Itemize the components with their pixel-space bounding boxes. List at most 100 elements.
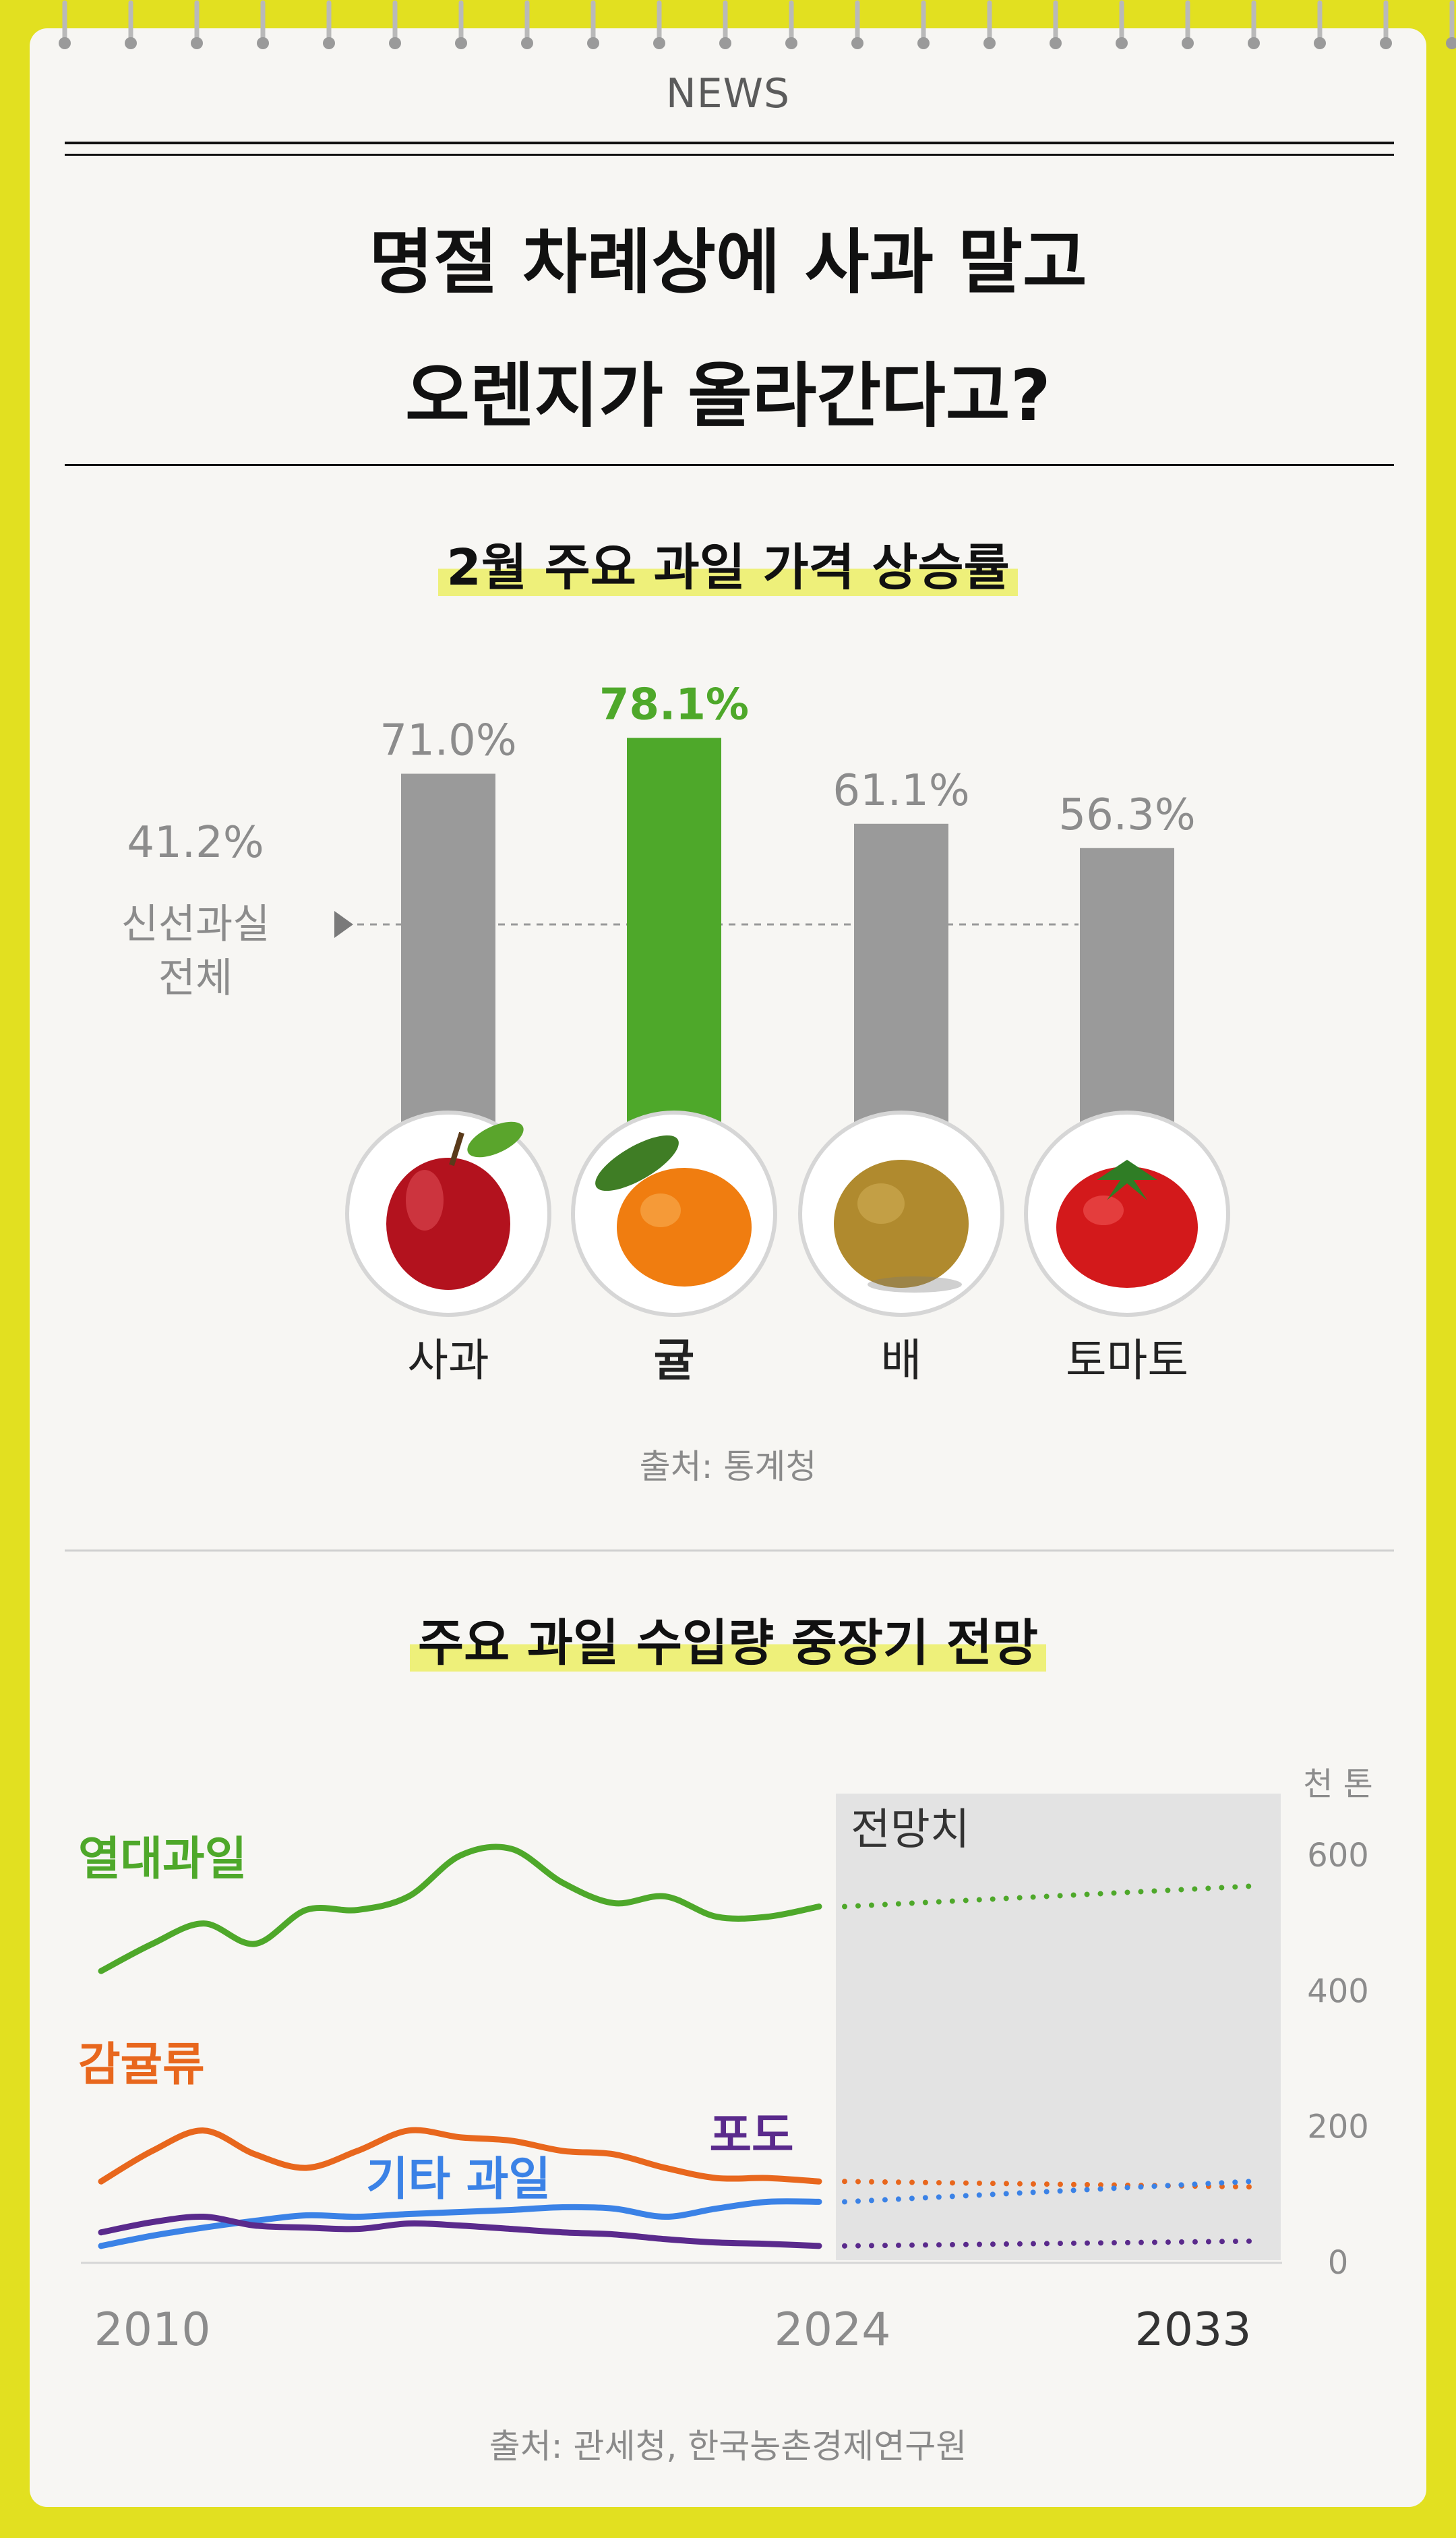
bar-value-label: 56.3% [1058, 790, 1195, 840]
x-tick-label: 2024 [774, 2303, 890, 2357]
pear-body [834, 1160, 969, 1288]
bar-tangerine [627, 738, 721, 1133]
tomato-calyx [1097, 1160, 1157, 1200]
header-rule-bottom [65, 154, 1394, 156]
binder-ring [389, 0, 401, 49]
pear-shadow [868, 1276, 962, 1293]
binder-ring [851, 0, 863, 49]
binder-ring [1116, 0, 1128, 49]
binder-ring [59, 0, 71, 49]
ring-hole [1380, 37, 1392, 49]
ring-hole [323, 37, 335, 49]
series-label-grape: 포도 [709, 2109, 793, 2162]
ring-hole [1314, 37, 1326, 49]
binder-ring [191, 0, 203, 49]
unit-label: 천 톤 [1303, 1765, 1373, 1803]
binder-ring [323, 0, 335, 49]
pear-icon [798, 1111, 1004, 1317]
reference-value-label: 41.2% [127, 818, 264, 868]
ring-hole [917, 37, 930, 49]
reference-label-line-1: 신선과실 [121, 901, 270, 948]
binder-ring [1314, 0, 1326, 49]
binder-ring [1446, 0, 1456, 49]
binder-ring [1248, 0, 1260, 49]
ring-hole [653, 37, 665, 49]
apple-shine [406, 1170, 444, 1231]
ring-hole [1248, 37, 1260, 49]
reference-label-line-2: 전체 [158, 955, 233, 1002]
bar-apple [401, 773, 495, 1133]
series-forecast-grape [842, 2238, 1253, 2249]
series-label-tropical: 열대과일 [78, 1833, 247, 1886]
tangerine-body [617, 1168, 752, 1287]
ring-hole [521, 37, 533, 49]
apple-body [386, 1158, 510, 1290]
y-tick-label: 600 [1307, 1837, 1369, 1875]
section1-title-wrap: 2월 주요 과일 가격 상승률 [0, 539, 1456, 596]
series-line-other [98, 2198, 822, 2249]
y-tick-label: 200 [1307, 2108, 1369, 2146]
series-line-grape [98, 2213, 822, 2249]
binder-ring [455, 0, 467, 49]
binder-ring [125, 0, 137, 49]
bar-category-label: 배 [881, 1334, 922, 1386]
section1-source: 출처: 통계청 [639, 1447, 817, 1486]
series-label-citrus: 감귤류 [78, 2038, 205, 2092]
bar-category-label: 토마토 [1066, 1334, 1188, 1386]
section2-title: 주요 과일 수입량 중장기 전망 [409, 1615, 1046, 1672]
ring-hole [1182, 37, 1194, 49]
binder-ring [785, 0, 797, 49]
binder-rings [59, 0, 1456, 49]
y-tick-label: 0 [1328, 2244, 1349, 2282]
bar-category-label: 사과 [407, 1334, 489, 1386]
ring-hole [389, 37, 401, 49]
ring-hole [59, 37, 71, 49]
ring-hole [1116, 37, 1128, 49]
x-tick-label: 2010 [94, 2303, 210, 2357]
reference-arrow-icon [334, 911, 353, 938]
section-divider [65, 1550, 1394, 1552]
binder-ring [653, 0, 665, 49]
tangerine-icon [571, 1111, 777, 1317]
news-label: NEWS [665, 70, 791, 117]
y-tick-label: 400 [1307, 1972, 1369, 2010]
tomato-shine [1083, 1196, 1124, 1225]
binder-ring [587, 0, 599, 49]
ring-hole [1050, 37, 1062, 49]
ring-hole [191, 37, 203, 49]
binder-ring [1380, 0, 1392, 49]
ring-hole [587, 37, 599, 49]
series-forecast-tropical [842, 1883, 1253, 1910]
bar-value-label: 78.1% [599, 680, 749, 730]
pear-shine [857, 1183, 905, 1224]
binder-ring [917, 0, 930, 49]
tomato-body [1056, 1167, 1198, 1288]
headline-rule [65, 464, 1394, 466]
headline-line-2: 오렌지가 올라간다고? [405, 355, 1051, 437]
section2-title-wrap: 주요 과일 수입량 중장기 전망 [0, 1615, 1456, 1672]
ring-hole [851, 37, 863, 49]
ring-hole [257, 37, 269, 49]
tangerine-shine [640, 1193, 681, 1227]
binder-ring [521, 0, 533, 49]
tomato-icon [1024, 1111, 1230, 1317]
headline: 명절 차례상에 사과 말고 오렌지가 올라간다고? [0, 196, 1456, 463]
series-label-other: 기타 과일 [366, 2153, 551, 2206]
ring-hole [1446, 37, 1456, 49]
series-line-tropical [98, 1843, 822, 1974]
apple-icon [345, 1111, 551, 1317]
section2-source: 출처: 관세청, 한국농촌경제연구원 [489, 2427, 967, 2466]
bar-value-label: 61.1% [832, 766, 969, 816]
binder-ring [257, 0, 269, 49]
bar-category-label: 귤 [654, 1334, 695, 1386]
bar-pear [854, 823, 948, 1133]
series-forecast-other [842, 2179, 1253, 2205]
section1-title: 2월 주요 과일 가격 상승률 [438, 539, 1018, 596]
binder-ring [1182, 0, 1194, 49]
binder-ring [983, 0, 996, 49]
bar-tomato [1080, 848, 1174, 1133]
ring-hole [719, 37, 731, 49]
ring-hole [983, 37, 996, 49]
